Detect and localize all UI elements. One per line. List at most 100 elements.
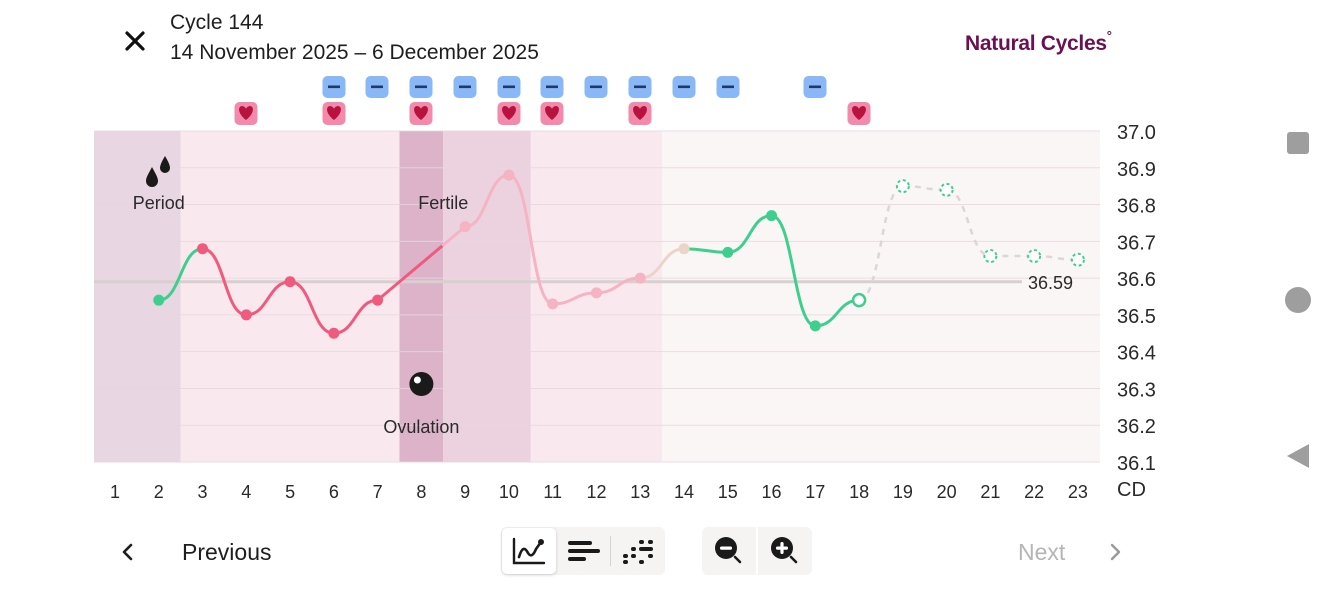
x-tick-label: 19 [893, 482, 913, 502]
x-tick-label: 12 [586, 482, 606, 502]
temperature-line [157, 247, 205, 302]
blue-marker [803, 76, 827, 98]
temperature-line [770, 214, 817, 328]
list-icon [568, 541, 600, 561]
predicted-point [1070, 252, 1085, 267]
heart-marker [322, 102, 346, 125]
temperature-point [459, 221, 471, 233]
zoom-out-button[interactable] [702, 528, 756, 574]
temperature-line [726, 214, 774, 254]
blue-marker [365, 76, 389, 98]
x-tick-label: 9 [460, 482, 470, 502]
x-tick-label: 3 [198, 482, 208, 502]
period-label: Period [133, 193, 185, 213]
previous-button[interactable]: Previous [118, 532, 271, 572]
brand-logo: Natural Cycles° [965, 28, 1112, 55]
predicted-point [983, 249, 998, 264]
phase-band-infertile [662, 131, 1100, 462]
heart-marker [234, 102, 258, 125]
coverline-label: 36.59 [1028, 273, 1073, 293]
line-chart-icon [512, 537, 546, 565]
phase-band-ovulation [399, 131, 444, 462]
temperature-point [851, 292, 867, 308]
zoom-out-icon [715, 537, 742, 564]
temperature-point [766, 210, 778, 222]
temperature-point [153, 294, 165, 306]
x-tick-label: 20 [937, 482, 957, 502]
chevron-left-icon [122, 543, 133, 561]
x-tick-label: 18 [849, 482, 869, 502]
temperature-point [722, 246, 734, 258]
y-tick-label: 36.9 [1117, 159, 1156, 181]
y-tick-label: 37.0 [1117, 122, 1156, 144]
square-icon[interactable] [1286, 131, 1310, 155]
y-tick-label: 36.6 [1117, 269, 1156, 291]
drops-icon [146, 156, 170, 187]
predicted-point [939, 182, 954, 197]
blue-marker [716, 76, 740, 98]
heart-marker [409, 102, 433, 125]
temperature-point [590, 287, 602, 299]
phase-band-fertile [443, 131, 531, 462]
x-tick-label: 1 [110, 482, 120, 502]
temperature-line [376, 243, 445, 302]
x-tick-label: 14 [674, 482, 694, 502]
x-tick-label: 5 [285, 482, 295, 502]
x-tick-label: 8 [416, 482, 426, 502]
blue-marker [628, 76, 652, 98]
triangle-back-icon[interactable] [1286, 443, 1310, 469]
temperature-point [197, 243, 209, 255]
temperature-chart: 37.0 36.9 36.8 36.7 36.6 36.5 36.4 36.3 36.2 36.1… [94, 76, 1156, 502]
dots-view-button[interactable] [611, 528, 665, 574]
temperature-point [634, 272, 646, 284]
zoom-in-icon [771, 537, 798, 564]
temperature-point [284, 276, 296, 288]
blue-marker [540, 76, 564, 98]
predicted-line [858, 184, 904, 302]
temperature-point [240, 309, 252, 321]
x-tick-label: 17 [805, 482, 825, 502]
view-divider [610, 536, 611, 566]
view-toggle [501, 527, 665, 575]
previous-label: Previous [182, 538, 272, 565]
ovulation-icon [409, 372, 434, 396]
chevron-right-icon [1111, 543, 1121, 561]
x-tick-label: 13 [630, 482, 650, 502]
ovulation-label: Ovulation [383, 417, 459, 437]
predicted-point [895, 179, 910, 194]
y-tick-label: 36.3 [1117, 379, 1156, 401]
x-tick-label: 2 [154, 482, 164, 502]
heart-marker [540, 102, 564, 125]
x-tick-label: 11 [543, 482, 562, 502]
temperature-point [328, 327, 340, 339]
close-icon [125, 31, 145, 51]
graph-view-button[interactable] [502, 528, 556, 574]
zoom-controls [702, 527, 812, 575]
temperature-point [547, 298, 559, 310]
x-tick-label: 21 [980, 482, 1000, 502]
temperature-line [288, 280, 336, 335]
temperature-line [332, 298, 380, 335]
heart-marker [847, 102, 871, 125]
predicted-line [946, 188, 991, 258]
zoom-in-button[interactable] [758, 528, 812, 574]
blue-marker [409, 76, 433, 98]
predicted-point [1027, 249, 1042, 264]
next-button[interactable]: Next [1018, 532, 1125, 572]
temperature-line [244, 280, 292, 317]
y-tick-label: 36.8 [1117, 196, 1156, 218]
blue-marker [584, 76, 608, 98]
temperature-line [463, 173, 511, 229]
temperature-point [372, 294, 384, 306]
x-tick-label: 15 [718, 482, 738, 502]
x-tick-label: 7 [373, 482, 383, 502]
cycle-dates: 14 November 2025 – 6 December 2025 [170, 41, 539, 64]
list-view-button[interactable] [556, 528, 610, 574]
phase-band-fertile-light [180, 131, 400, 462]
temperature-line [638, 247, 686, 280]
close-button[interactable] [118, 24, 152, 58]
zoom-divider [756, 527, 758, 575]
circle-icon[interactable] [1284, 286, 1312, 314]
x-tick-label: 16 [762, 482, 782, 502]
x-tick-label: 10 [499, 482, 519, 502]
